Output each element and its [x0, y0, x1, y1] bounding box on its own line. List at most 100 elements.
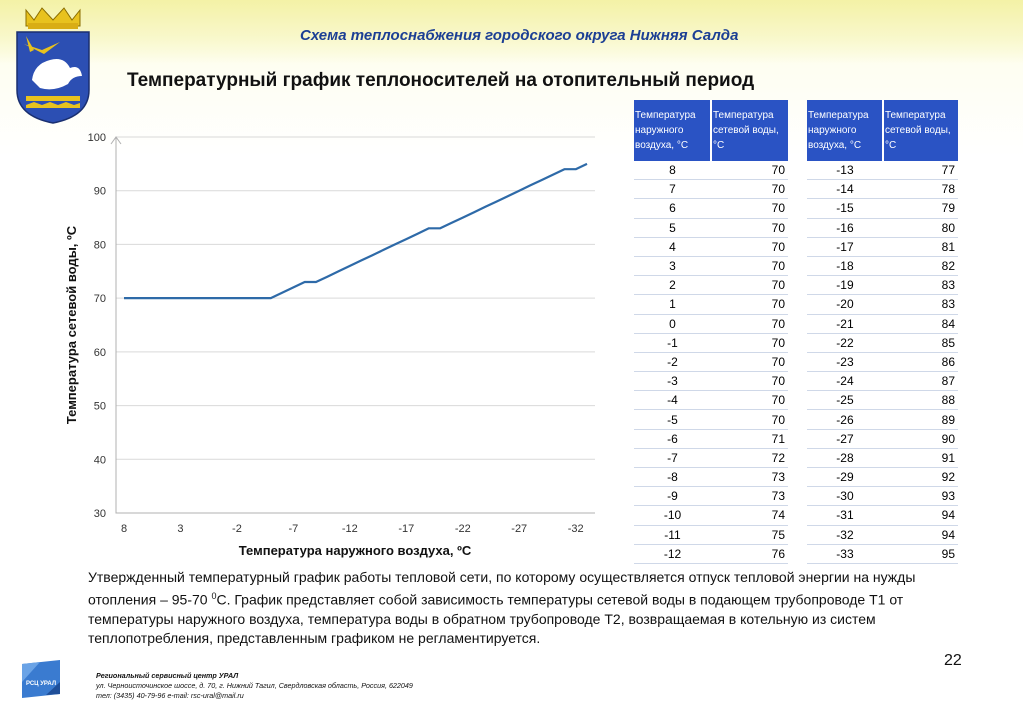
- cell-water-temp: 94: [882, 505, 958, 526]
- cell-outdoor-temp: -6: [634, 429, 711, 449]
- cell-water-temp: 81: [882, 237, 958, 257]
- cell-water-temp: 83: [882, 275, 958, 296]
- cell-water-temp: 73: [711, 467, 788, 488]
- cell-water-temp: 78: [882, 179, 958, 200]
- cell-water-temp: 94: [882, 525, 958, 545]
- table-row: -21 84: [807, 314, 958, 334]
- table-row: -14 78: [807, 179, 958, 200]
- cell-water-temp: 70: [711, 179, 788, 200]
- cell-outdoor-temp: -12: [634, 544, 711, 564]
- cell-outdoor-temp: -30: [807, 486, 883, 507]
- table-row: 4 70: [634, 237, 788, 257]
- y-tick-label: 40: [94, 454, 106, 466]
- cell-outdoor-temp: -5: [634, 409, 711, 430]
- table-row: 1 70: [634, 294, 788, 315]
- cell-outdoor-temp: -13: [807, 161, 883, 181]
- table-row: -25 88: [807, 390, 958, 411]
- x-tick-label: 3: [177, 523, 183, 535]
- cell-outdoor-temp: 6: [634, 198, 711, 219]
- cell-outdoor-temp: 0: [634, 314, 711, 334]
- cell-outdoor-temp: -18: [807, 256, 883, 277]
- cell-outdoor-temp: -10: [634, 505, 711, 526]
- x-tick-label: -22: [455, 523, 471, 535]
- y-tick-label: 90: [94, 186, 106, 198]
- cell-outdoor-temp: 3: [634, 256, 711, 277]
- col-header-water: Температура сетевой воды, °С: [711, 100, 788, 161]
- x-tick-label: -2: [232, 523, 242, 535]
- table-row: -28 91: [807, 448, 958, 469]
- col-header-outdoor: Температура наружного воздуха, °С: [807, 100, 884, 161]
- logo-text: РСЦ УРАЛ: [26, 681, 56, 687]
- table-row: -6 71: [634, 429, 788, 449]
- table-row: -3 70: [634, 371, 788, 392]
- cell-water-temp: 86: [882, 352, 958, 373]
- cell-water-temp: 90: [882, 429, 958, 449]
- cell-water-temp: 77: [882, 161, 958, 181]
- cell-outdoor-temp: 5: [634, 218, 711, 238]
- table-row: 3 70: [634, 256, 788, 277]
- cell-outdoor-temp: -23: [807, 352, 883, 373]
- x-tick-label: -12: [342, 523, 358, 535]
- cell-outdoor-temp: -28: [807, 448, 883, 469]
- table-row: -19 83: [807, 275, 958, 296]
- cell-water-temp: 87: [882, 371, 958, 392]
- cell-water-temp: 85: [882, 333, 958, 353]
- cell-water-temp: 71: [711, 429, 788, 449]
- cell-water-temp: 80: [882, 218, 958, 238]
- cell-outdoor-temp: 1: [634, 294, 711, 315]
- cell-outdoor-temp: -1: [634, 333, 711, 353]
- table-row: 5 70: [634, 218, 788, 238]
- table-row: -26 89: [807, 409, 958, 430]
- cell-water-temp: 70: [711, 294, 788, 315]
- cell-outdoor-temp: -33: [807, 544, 883, 564]
- x-tick-labels: 8 3 -2 -7 -12 -17 -22 -27 -32: [121, 523, 584, 535]
- cell-outdoor-temp: 8: [634, 161, 711, 181]
- table-row: -9 73: [634, 486, 788, 507]
- cell-water-temp: 70: [711, 256, 788, 277]
- cell-water-temp: 70: [711, 371, 788, 392]
- cell-water-temp: 70: [711, 218, 788, 238]
- cell-water-temp: 76: [711, 544, 788, 564]
- table-body-left: 8 70 7 70 6 70 5 70 4 70 3 70 2 70 1 70 0 70 -1 70 -2 70 -3 70-…: [634, 161, 788, 564]
- temperature-table-left: Температура наружного воздуха, °С Темпер…: [634, 100, 788, 564]
- page-number: 22: [944, 652, 962, 669]
- cell-water-temp: 92: [882, 467, 958, 488]
- cell-water-temp: 84: [882, 314, 958, 334]
- table-row: 0 70: [634, 314, 788, 334]
- footer-address: ул. Черноисточинское шоссе, д. 70, г. Ни…: [96, 681, 413, 690]
- table-row: -27 90: [807, 429, 958, 449]
- table-row: -7 72: [634, 448, 788, 469]
- cell-water-temp: 82: [882, 256, 958, 277]
- cell-outdoor-temp: -11: [634, 525, 711, 545]
- x-tick-label: -17: [398, 523, 414, 535]
- table-row: -18 82: [807, 256, 958, 277]
- col-header-outdoor: Температура наружного воздуха, °С: [634, 100, 712, 161]
- cell-outdoor-temp: -8: [634, 467, 711, 488]
- table-row: -30 93: [807, 486, 958, 507]
- series-line: [124, 162, 588, 300]
- x-tick-label: -7: [288, 523, 298, 535]
- table-row: 7 70: [634, 179, 788, 200]
- footer-contacts: тел: (3435) 40-79-96 e-mail: rsc-ural@ma…: [96, 691, 244, 700]
- cell-water-temp: 89: [882, 409, 958, 430]
- header-band: [0, 0, 1023, 64]
- chart-axes: [110, 136, 595, 514]
- description-superscript: 0: [211, 591, 217, 601]
- table-row: -2 70: [634, 352, 788, 373]
- x-axis-label: Температура наружного воздуха, ºС: [239, 543, 472, 558]
- cell-water-temp: 70: [711, 275, 788, 296]
- cell-water-temp: 83: [882, 294, 958, 315]
- cell-outdoor-temp: -22: [807, 333, 883, 353]
- cell-outdoor-temp: -29: [807, 467, 883, 488]
- cell-water-temp: 70: [711, 161, 788, 181]
- y-tick-labels: 30 40 50 60 70 80 90 100: [88, 132, 106, 520]
- description-part-2: С. График представляет собой зависимость…: [88, 591, 904, 646]
- x-tick-label: -32: [568, 523, 584, 535]
- cell-outdoor-temp: -19: [807, 275, 883, 296]
- cell-water-temp: 70: [711, 409, 788, 430]
- table-row: -32 94: [807, 525, 958, 545]
- col-header-water: Температура сетевой воды, °С: [882, 100, 958, 161]
- table-row: -16 80: [807, 218, 958, 238]
- table-row: -8 73: [634, 467, 788, 488]
- y-tick-label: 30: [94, 508, 106, 520]
